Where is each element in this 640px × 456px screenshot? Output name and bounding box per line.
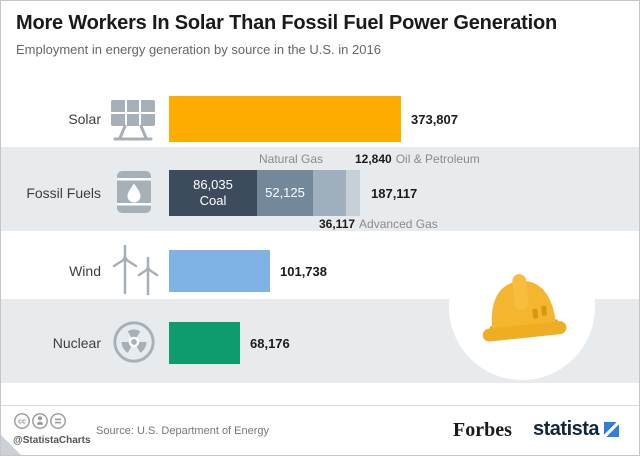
- fossil-total-value: 187,117: [371, 185, 418, 201]
- radiation-icon: [111, 319, 157, 370]
- solar-panel-icon: [107, 96, 159, 149]
- statista-logo-mark: [604, 422, 620, 437]
- coal-segment: 86,035 Coal: [169, 170, 257, 216]
- natural-gas-value: 52,125: [265, 185, 305, 200]
- solar-bar: [169, 96, 401, 142]
- oil-petroleum-label: 12,840 Oil & Petroleum: [355, 152, 480, 166]
- oil-barrel-icon: [112, 168, 156, 221]
- wind-turbine-icon: [104, 244, 162, 301]
- footer: cc @StatistaCharts Source: U.S. Departme…: [1, 405, 639, 455]
- forbes-logo: Forbes: [453, 419, 512, 441]
- statista-charts-handle: @StatistaCharts: [13, 435, 91, 446]
- hardhat-illustration: [449, 234, 595, 380]
- row-label-nuclear: Nuclear: [52, 335, 101, 351]
- cc-glyph: cc: [18, 419, 26, 426]
- hardhat-icon: [482, 274, 567, 342]
- solar-value: 373,807: [411, 111, 458, 127]
- statista-logo: statista: [533, 418, 620, 441]
- row-label-solar: Solar: [68, 111, 101, 127]
- advanced-gas-segment: [313, 170, 346, 216]
- oil-petroleum-name: Oil & Petroleum: [395, 152, 480, 166]
- page-subtitle: Employment in energy generation by sourc…: [16, 42, 381, 57]
- wind-bar: [169, 250, 270, 292]
- corner-fold-decoration: [1, 435, 21, 455]
- oil-petroleum-value: 12,840: [355, 152, 392, 166]
- natural-gas-segment: 52,125: [257, 170, 313, 216]
- wind-value: 101,738: [280, 263, 327, 279]
- nuclear-bar: [169, 322, 240, 364]
- advanced-gas-value: 36,117: [319, 217, 356, 231]
- coal-name: Coal: [199, 193, 227, 208]
- oil-petroleum-segment: [346, 170, 360, 216]
- row-label-wind: Wind: [69, 263, 101, 279]
- nuclear-value: 68,176: [250, 335, 290, 351]
- advanced-gas-label: 36,117 Advanced Gas: [319, 217, 438, 231]
- statista-wordmark: statista: [533, 418, 600, 440]
- row-label-fossil-fuels: Fossil Fuels: [26, 185, 101, 201]
- source-attribution: Source: U.S. Department of Energy: [96, 425, 270, 437]
- coal-value: 86,035: [193, 177, 233, 192]
- advanced-gas-name: Advanced Gas: [359, 217, 438, 231]
- fossil-stacked-bar: 86,035 Coal 52,125: [169, 170, 360, 216]
- natural-gas-label: Natural Gas: [259, 152, 324, 166]
- page-title: More Workers In Solar Than Fossil Fuel P…: [16, 12, 557, 34]
- creative-commons-icons: cc: [13, 412, 67, 435]
